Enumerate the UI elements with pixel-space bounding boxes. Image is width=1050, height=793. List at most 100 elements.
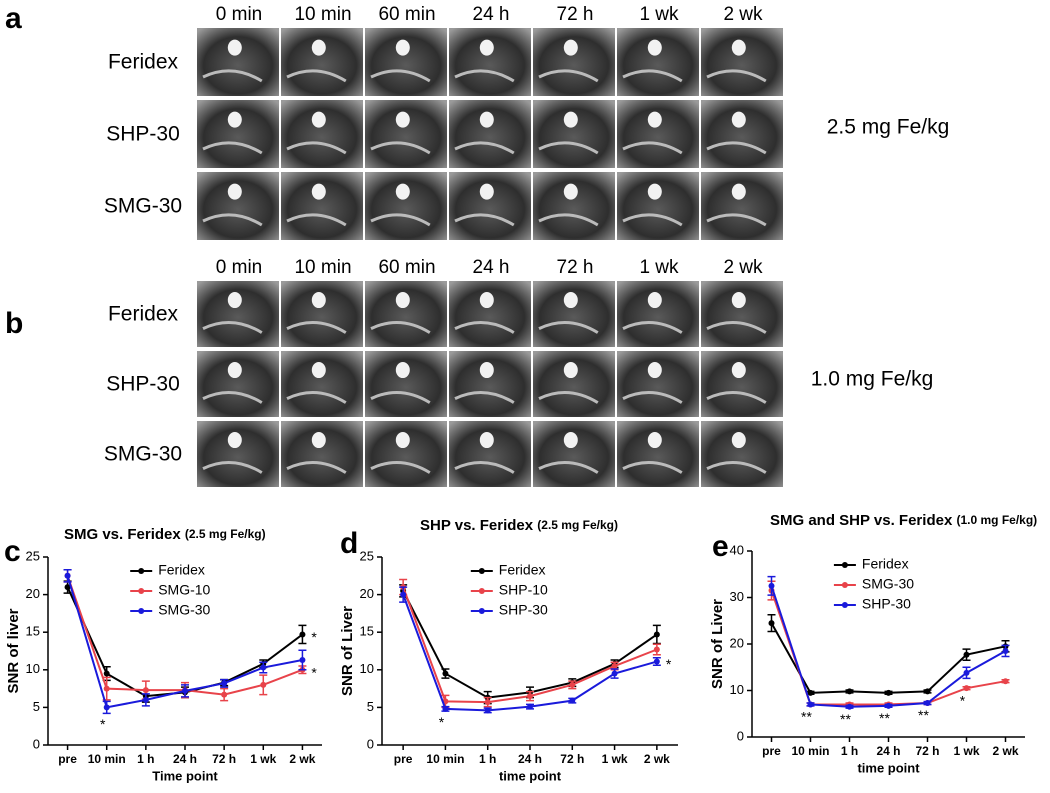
data-point <box>807 689 814 696</box>
mri-feature <box>395 183 410 200</box>
data-point <box>484 707 491 714</box>
mri-image <box>449 281 531 347</box>
data-point <box>103 685 110 692</box>
chart-title-note: (2.5 mg Fe/kg) <box>185 527 266 541</box>
mri-feature <box>311 362 326 379</box>
data-point <box>768 582 775 589</box>
y-tick-label: 5 <box>33 699 40 714</box>
mri-image <box>281 172 363 240</box>
dose-label: 2.5 mg Fe/kg <box>827 116 950 139</box>
y-axis-label: SNR of Liver <box>339 606 356 696</box>
significance-mark: * <box>666 656 672 672</box>
mri-image <box>281 100 363 168</box>
mri-feature <box>647 432 662 449</box>
data-point <box>527 703 533 710</box>
mri-feature <box>370 213 431 227</box>
series-line <box>770 622 1006 694</box>
mri-image <box>365 172 447 240</box>
mri-feature <box>647 39 662 56</box>
legend-label: SHP-10 <box>499 582 548 598</box>
significance-mark: * <box>100 716 106 732</box>
data-point <box>963 669 970 676</box>
x-axis-label: time point <box>499 768 562 783</box>
timepoint-label: 0 min <box>216 257 262 278</box>
timepoint-label: 60 min <box>378 4 435 25</box>
mri-image <box>197 281 279 347</box>
mri-feature <box>454 460 515 474</box>
agent-label: SMG-30 <box>104 195 182 218</box>
mri-feature <box>454 141 515 155</box>
mri-feature <box>395 111 410 128</box>
mri-feature <box>227 183 242 200</box>
mri-feature <box>286 213 347 227</box>
timepoint-label: 24 h <box>473 257 510 278</box>
mri-image <box>617 100 699 168</box>
legend-marker <box>841 582 848 588</box>
legend-marker <box>841 602 848 608</box>
mri-feature <box>370 141 431 155</box>
legend-marker <box>841 562 848 568</box>
legend-label: SMG-10 <box>158 582 210 598</box>
mri-feature <box>311 183 326 200</box>
x-tick-label: 2 wk <box>644 752 670 766</box>
data-point <box>611 670 618 677</box>
significance-mark: * <box>439 714 445 730</box>
panel-letter: b <box>5 307 23 340</box>
mri-image <box>701 421 783 487</box>
agent-label: Feridex <box>108 51 179 74</box>
mri-feature <box>538 460 599 474</box>
legend-label: SMG-30 <box>158 602 210 618</box>
mri-image <box>281 281 363 347</box>
mri-feature <box>202 141 263 155</box>
y-tick-label: 30 <box>730 589 744 604</box>
significance-mark: ** <box>879 710 890 726</box>
data-point <box>885 702 892 709</box>
mri-feature <box>395 292 410 309</box>
x-tick-label: 1 h <box>841 744 858 758</box>
mri-feature <box>202 213 263 227</box>
significance-mark: * <box>311 665 317 681</box>
legend-marker <box>478 608 485 614</box>
mri-feature <box>227 432 242 449</box>
data-point <box>1002 678 1009 685</box>
data-point <box>653 658 660 665</box>
legend-label: SHP-30 <box>499 602 548 618</box>
mri-feature <box>202 390 263 404</box>
x-axis-label: time point <box>857 760 920 775</box>
mri-feature <box>227 111 242 128</box>
agent-label: SHP-30 <box>106 123 180 146</box>
y-axis-label: SNR of liver <box>5 608 22 693</box>
mri-image <box>533 172 615 240</box>
legend-label: Feridex <box>158 562 205 578</box>
y-tick-label: 10 <box>360 661 374 676</box>
chart-title-note: (2.5 mg Fe/kg) <box>537 518 618 532</box>
mri-image <box>365 351 447 417</box>
data-point <box>442 670 449 677</box>
y-tick-label: 25 <box>26 548 40 563</box>
timepoint-label: 72 h <box>557 4 594 25</box>
mri-feature <box>311 432 326 449</box>
x-tick-label: 10 min <box>426 752 464 766</box>
data-point <box>400 591 407 598</box>
mri-image <box>281 28 363 96</box>
mri-feature <box>454 69 515 83</box>
y-tick-label: 25 <box>360 548 374 563</box>
x-tick-label: 1 wk <box>250 752 276 766</box>
x-tick-label: 1 wk <box>602 752 628 766</box>
mri-feature <box>202 320 263 334</box>
data-point <box>846 703 853 710</box>
mri-feature <box>731 183 746 200</box>
mri-feature <box>563 292 578 309</box>
mri-image <box>197 172 279 240</box>
agent-label: SHP-30 <box>106 373 180 396</box>
chart-title-main: SMG vs. Feridex <box>64 526 181 543</box>
mri-image <box>365 28 447 96</box>
chart-title-main: SMG and SHP vs. Feridex <box>770 512 953 529</box>
legend-label: Feridex <box>499 562 546 578</box>
timepoint-label: 10 min <box>294 4 351 25</box>
mri-feature <box>286 141 347 155</box>
panel-letter: c <box>4 535 21 568</box>
significance-mark: * <box>960 692 966 708</box>
legend-marker <box>138 568 145 574</box>
